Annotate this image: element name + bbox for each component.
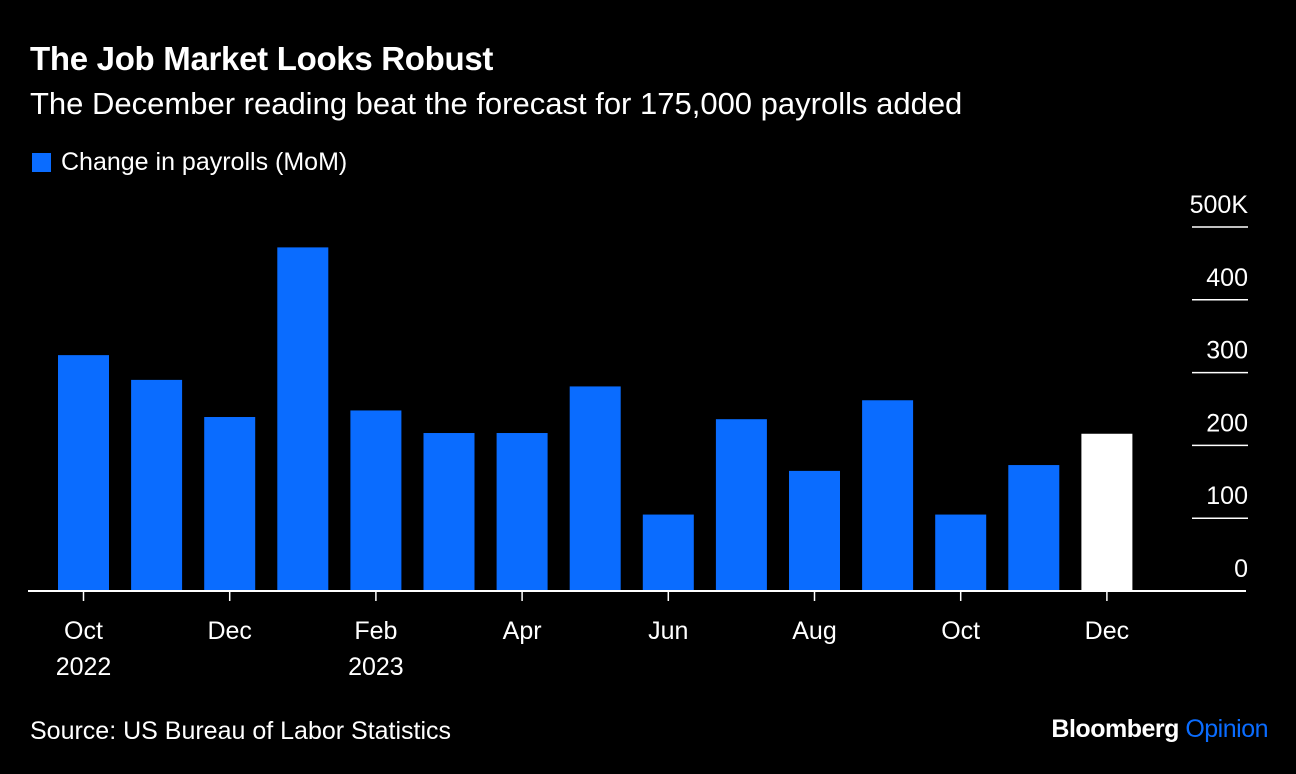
y-tick-label: 100	[1206, 482, 1248, 510]
x-tick-label: 2022	[56, 653, 112, 681]
y-tick-label: 200	[1206, 409, 1248, 437]
bar	[642, 514, 694, 591]
x-tick-label: Feb	[354, 617, 397, 645]
bar	[1081, 433, 1133, 591]
x-tick-label: Oct	[64, 617, 103, 645]
y-tick-label: 0	[1234, 555, 1248, 583]
source-note: Source: US Bureau of Labor Statistics	[30, 717, 452, 745]
bar	[789, 470, 840, 591]
brand-name: Bloomberg	[1051, 715, 1179, 743]
chart-subtitle: The December reading beat the forecast f…	[30, 86, 963, 121]
x-tick-label: 2023	[348, 653, 404, 681]
chart-title: The Job Market Looks Robust	[30, 40, 494, 77]
bar	[715, 419, 767, 591]
x-tick-label: Oct	[941, 617, 980, 645]
bar	[423, 433, 475, 591]
y-tick-label: 400	[1206, 264, 1248, 292]
x-tick-label: Apr	[503, 617, 542, 645]
bar	[277, 247, 329, 591]
y-tick-label: 300	[1206, 337, 1248, 365]
x-tick-label: Jun	[648, 617, 688, 645]
bar	[935, 514, 987, 591]
bar	[131, 379, 183, 591]
legend-swatch	[32, 153, 51, 172]
x-tick-label: Dec	[207, 617, 251, 645]
bar	[58, 355, 109, 591]
x-tick-label: Aug	[792, 617, 836, 645]
y-tick-label: 500K	[1190, 191, 1249, 219]
bar	[204, 417, 256, 591]
brand-logo: Bloomberg Opinion	[1051, 715, 1268, 744]
bar	[496, 433, 548, 591]
brand-section: Opinion	[1185, 715, 1268, 743]
bar	[350, 410, 402, 591]
bar	[862, 400, 914, 591]
x-tick-label: Dec	[1085, 617, 1129, 645]
legend: Change in payrolls (MoM)	[32, 148, 347, 177]
bar	[1008, 465, 1060, 591]
bar	[569, 386, 621, 591]
legend-label: Change in payrolls (MoM)	[61, 148, 348, 176]
